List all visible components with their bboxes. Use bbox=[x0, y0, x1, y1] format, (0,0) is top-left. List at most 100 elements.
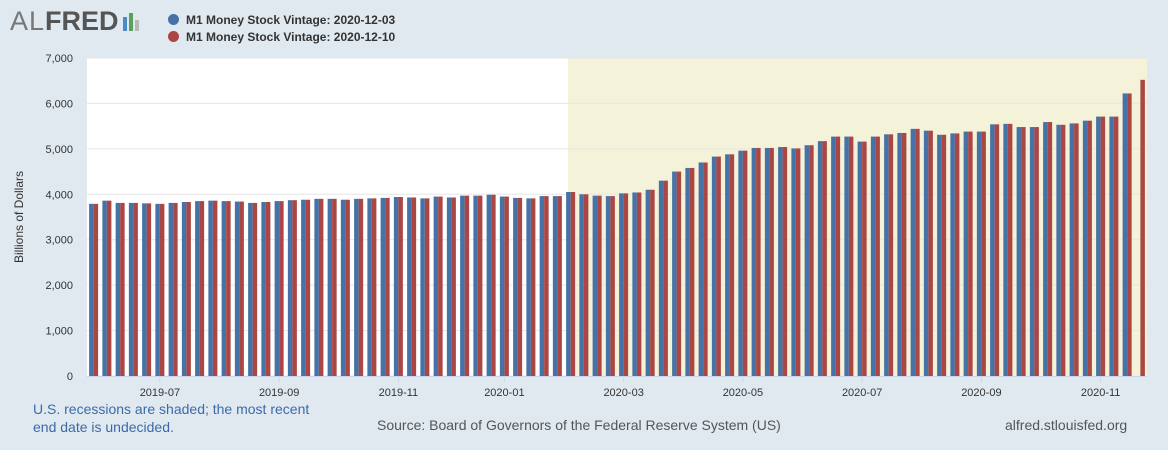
bar-series1 bbox=[221, 201, 227, 376]
logo-text-fred: FRED bbox=[45, 6, 119, 36]
bar-series2 bbox=[93, 203, 99, 376]
bar-series1 bbox=[605, 196, 611, 376]
y-tick-label: 0 bbox=[67, 371, 73, 383]
bar-series1 bbox=[963, 131, 969, 376]
bar-series1 bbox=[115, 202, 121, 376]
bar-series1 bbox=[407, 197, 412, 376]
bar-series2 bbox=[120, 202, 125, 376]
legend-item-series1[interactable]: M1 Money Stock Vintage: 2020-12-03 bbox=[168, 11, 395, 28]
bar-series2 bbox=[345, 199, 350, 376]
bar-series1 bbox=[711, 156, 717, 376]
bar-series1 bbox=[725, 154, 730, 376]
bar-series2 bbox=[1140, 79, 1145, 376]
bar-series2 bbox=[901, 132, 907, 376]
bar-series2 bbox=[650, 189, 655, 376]
bar-series2 bbox=[1127, 93, 1132, 377]
bar-series2 bbox=[676, 171, 682, 376]
bar-series2 bbox=[1034, 127, 1039, 376]
bar-series1 bbox=[844, 136, 849, 376]
bar-series2 bbox=[570, 192, 576, 376]
bar-series1 bbox=[168, 202, 174, 376]
y-tick-label: 1,000 bbox=[45, 326, 73, 338]
bar-series2 bbox=[1074, 123, 1079, 376]
bar-series2 bbox=[1021, 127, 1026, 376]
bar-series1 bbox=[1003, 123, 1008, 377]
bar-series2 bbox=[583, 194, 589, 376]
bar-series2 bbox=[318, 198, 324, 376]
bar-series1 bbox=[1069, 123, 1075, 376]
bar-series2 bbox=[106, 200, 112, 376]
bars-group bbox=[89, 79, 1145, 377]
bar-series2 bbox=[742, 150, 748, 376]
recession-note-line2: end date is undecided. bbox=[33, 419, 174, 435]
bar-series1 bbox=[1109, 116, 1114, 376]
y-tick-label: 6,000 bbox=[45, 98, 73, 110]
alfred-logo[interactable]: AL FRED bbox=[10, 6, 143, 37]
bar-series1 bbox=[433, 196, 439, 376]
bar-series1 bbox=[897, 132, 902, 376]
bar-series1 bbox=[473, 195, 478, 376]
bar-series1 bbox=[181, 202, 187, 376]
legend-dot-icon bbox=[168, 14, 179, 25]
bar-series2 bbox=[703, 162, 708, 376]
bar-series2 bbox=[146, 203, 152, 376]
bar-series2 bbox=[173, 202, 178, 376]
site-link[interactable]: alfred.stlouisfed.org bbox=[1005, 417, 1128, 433]
bar-series2 bbox=[186, 202, 191, 376]
bar-series1 bbox=[420, 198, 425, 376]
bar-series1 bbox=[367, 198, 372, 376]
bar-series1 bbox=[446, 197, 452, 376]
bar-series1 bbox=[857, 141, 863, 376]
bar-series1 bbox=[817, 141, 823, 376]
bar-series1 bbox=[990, 124, 995, 376]
bar-series1 bbox=[976, 131, 982, 376]
bar-series2 bbox=[822, 141, 827, 376]
bar-series1 bbox=[234, 201, 240, 376]
bar-series2 bbox=[1007, 123, 1013, 377]
bar-series2 bbox=[729, 154, 735, 376]
bar-series2 bbox=[597, 195, 602, 376]
logo-text-al: AL bbox=[10, 6, 46, 36]
bar-series1 bbox=[672, 171, 677, 376]
bar-series1 bbox=[923, 130, 929, 376]
bar-series1 bbox=[1122, 93, 1128, 377]
bar-series1 bbox=[539, 196, 545, 376]
recession-note: U.S. recessions are shaded; the most rec… bbox=[33, 400, 309, 436]
bar-series1 bbox=[486, 194, 492, 376]
bar-series2 bbox=[491, 194, 496, 376]
x-tick-label: 2020-11 bbox=[1081, 387, 1121, 399]
bar-series1 bbox=[791, 148, 796, 376]
bar-series2 bbox=[424, 198, 430, 376]
bar-series2 bbox=[689, 167, 695, 376]
bar-series1 bbox=[142, 203, 147, 376]
bar-series2 bbox=[1113, 116, 1119, 376]
bar-series2 bbox=[1060, 124, 1066, 376]
bar-series2 bbox=[279, 201, 284, 376]
bar-series1 bbox=[354, 198, 359, 376]
source-text: Source: Board of Governors of the Federa… bbox=[377, 417, 781, 433]
logo-icon-bar bbox=[122, 16, 127, 31]
bar-series2 bbox=[398, 197, 403, 376]
legend-label-series2: M1 Money Stock Vintage: 2020-12-10 bbox=[186, 29, 396, 44]
bar-series2 bbox=[305, 199, 311, 376]
bar-series2 bbox=[835, 136, 841, 376]
x-tick-label: 2020-03 bbox=[603, 387, 643, 399]
bar-series1 bbox=[1082, 120, 1088, 376]
recession-note-line1: U.S. recessions are shaded; the most rec… bbox=[33, 401, 310, 417]
bar-series2 bbox=[769, 147, 774, 376]
bar-series2 bbox=[557, 196, 562, 376]
bar-series1 bbox=[751, 147, 757, 376]
bar-series2 bbox=[809, 145, 814, 376]
bar-series1 bbox=[393, 197, 399, 376]
bar-series2 bbox=[332, 198, 337, 376]
bar-series2 bbox=[212, 200, 218, 376]
bar-series1 bbox=[1056, 124, 1061, 376]
legend-item-series2[interactable]: M1 Money Stock Vintage: 2020-12-10 bbox=[168, 28, 395, 45]
bar-series2 bbox=[464, 195, 470, 376]
bar-series1 bbox=[632, 192, 637, 376]
bar-series1 bbox=[248, 202, 253, 376]
x-tick-label: 2020-01 bbox=[484, 387, 524, 399]
bar-series1 bbox=[937, 134, 942, 376]
y-tick-label: 5,000 bbox=[45, 144, 73, 156]
